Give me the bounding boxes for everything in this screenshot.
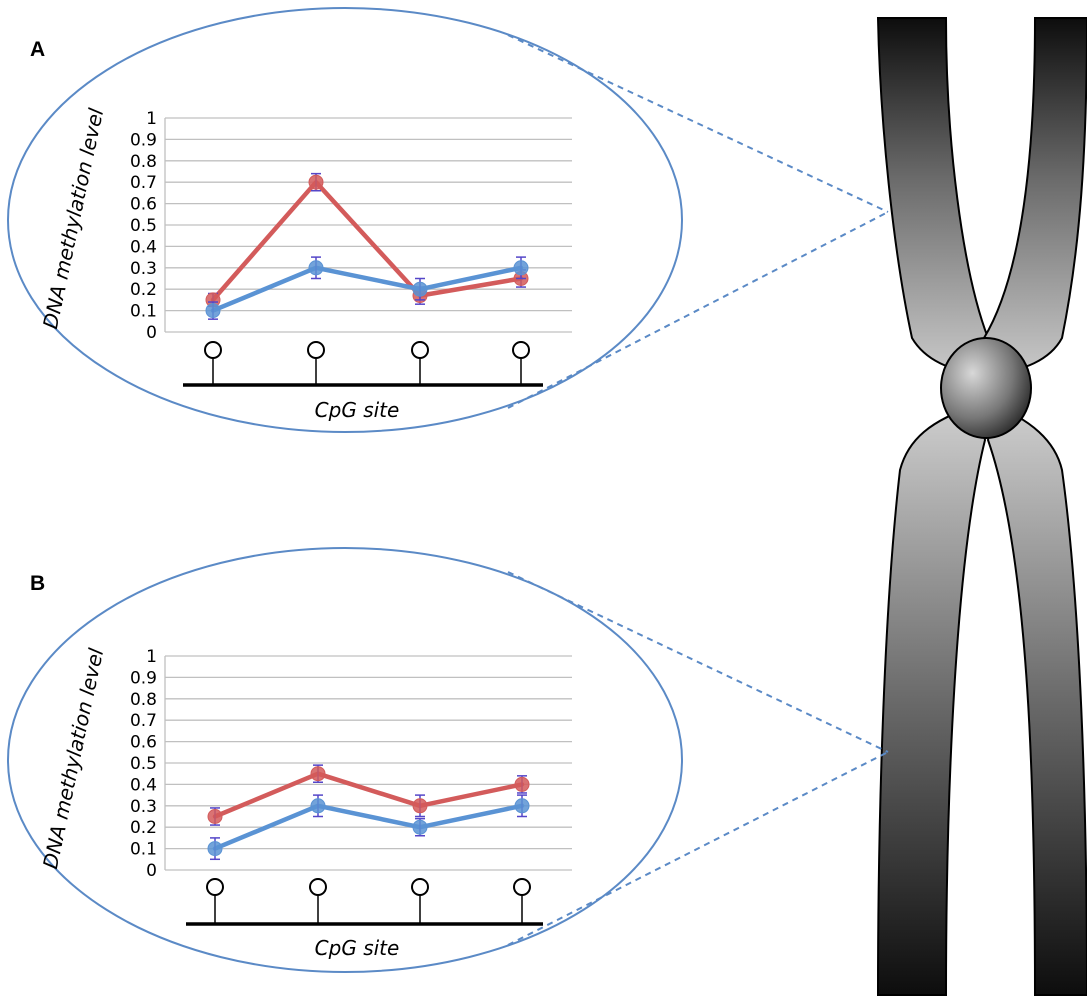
chromosome-lower-right-arm: [986, 403, 1087, 996]
chromosome-lower-left-arm: [876, 403, 987, 996]
chart-a-y-tick-label: 0: [146, 323, 157, 343]
chromosome-upper-right-arm: [982, 17, 1087, 374]
chart-b-y-tick-label: 0.3: [130, 797, 157, 817]
chart-b-y-axis-title: DNA methylation level: [38, 646, 108, 871]
chart-b-y-tick-label: 0.9: [130, 668, 157, 688]
chart-b-y-tick-label: 0.2: [130, 818, 157, 838]
chart-a-cpg-site-marker: [307, 341, 325, 359]
chart-b-y-tick-label: 0.1: [130, 840, 157, 860]
chart-a-series-2-point: [308, 260, 324, 276]
chart-a-series-2-point: [205, 303, 221, 319]
chart-a-y-tick-label: 0.9: [130, 130, 157, 150]
chart-a-y-tick-label: 0.7: [130, 173, 157, 193]
chart-b-series-1-line: [212, 771, 525, 819]
zoom-guide-lines: [507, 34, 889, 946]
chart-a-series-1-line: [210, 179, 524, 303]
chart-b-x-axis-title: CpG site: [315, 936, 400, 960]
panel-a-ellipse: [7, 7, 683, 433]
chart-a-cpg-site-marker: [411, 341, 429, 359]
panel-b-ellipse: [7, 547, 683, 973]
chart-b-series-1-point: [514, 776, 530, 792]
chart-a-series-2-point: [412, 281, 428, 297]
chart-a-cpg-site-marker: [512, 341, 530, 359]
chart-b-series-2-point: [514, 798, 530, 814]
chart-b-series-2-point: [412, 819, 428, 835]
chart-b-y-tick-label: 0.8: [130, 690, 157, 710]
chart-a-y-axis-title-text: DNA methylation level: [38, 106, 108, 331]
chart-a-y-tick-label: 0.1: [130, 302, 157, 322]
panel-a-label: A: [30, 38, 45, 61]
chart-b-series-1-point: [310, 766, 326, 782]
chart-a: 00.10.20.30.40.50.60.70.80.91 DNA methyl…: [38, 106, 572, 422]
zoom-line-a-bottom: [507, 211, 889, 409]
chart-b-y-axis-title-text: DNA methylation level: [38, 646, 108, 871]
chart-b-y-tick-label: 0: [146, 861, 157, 881]
chart-a-series-1-point: [308, 174, 324, 190]
chart-b: 00.10.20.30.40.50.60.70.80.91 DNA methyl…: [38, 646, 572, 960]
chart-b-y-tick-label: 1: [146, 647, 157, 667]
panel-b-label: B: [30, 572, 45, 595]
chart-a-y-tick-label: 0.6: [130, 195, 157, 215]
chart-b-cpg-site-marker: [309, 878, 327, 896]
chart-b-series-1-point: [207, 809, 223, 824]
chart-b-series-2-point: [207, 841, 223, 857]
chart-a-y-tick-label: 0.5: [130, 216, 157, 236]
chart-b-y-tick-label: 0.4: [130, 775, 157, 795]
chart-a-y-axis-title: DNA methylation level: [38, 106, 108, 331]
chart-a-series-2-line: [210, 265, 524, 313]
chart-a-y-tick-label: 0.4: [130, 237, 157, 257]
chart-a-cpg-site-marker: [204, 341, 222, 359]
chart-a-y-tick-label: 0.8: [130, 152, 157, 172]
chart-a-x-axis-title: CpG site: [315, 398, 400, 422]
chart-b-cpg-site-marker: [411, 878, 429, 896]
chart-b-series-2-point: [310, 798, 326, 814]
chart-a-y-tick-label: 0.3: [130, 259, 157, 279]
chart-b-series-1-point: [412, 798, 428, 814]
chart-b-y-tick-label: 0.7: [130, 711, 157, 731]
chart-b-series-2-line: [212, 803, 525, 851]
zoom-line-b-bottom: [507, 751, 889, 946]
chart-b-y-tick-label: 0.5: [130, 754, 157, 774]
zoom-line-a-top: [507, 34, 889, 213]
chart-a-series-2-point: [513, 260, 529, 276]
chart-a-y-tick-label: 1: [146, 109, 157, 129]
chromosome-illustration: [876, 17, 1087, 996]
chromosome-upper-left-arm: [876, 17, 990, 374]
chart-b-y-tick-label: 0.6: [130, 733, 157, 753]
chart-a-y-tick-label: 0.2: [130, 280, 157, 300]
chart-b-cpg-site-marker: [206, 878, 224, 896]
chart-b-cpg-site-marker: [513, 878, 531, 896]
chromosome-centromere: [940, 337, 1032, 439]
